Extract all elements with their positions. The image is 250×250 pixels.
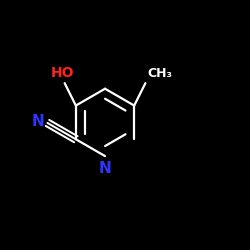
Text: N: N — [99, 161, 112, 176]
Text: N: N — [32, 114, 44, 130]
Text: HO: HO — [51, 66, 74, 80]
Text: CH₃: CH₃ — [147, 67, 172, 80]
